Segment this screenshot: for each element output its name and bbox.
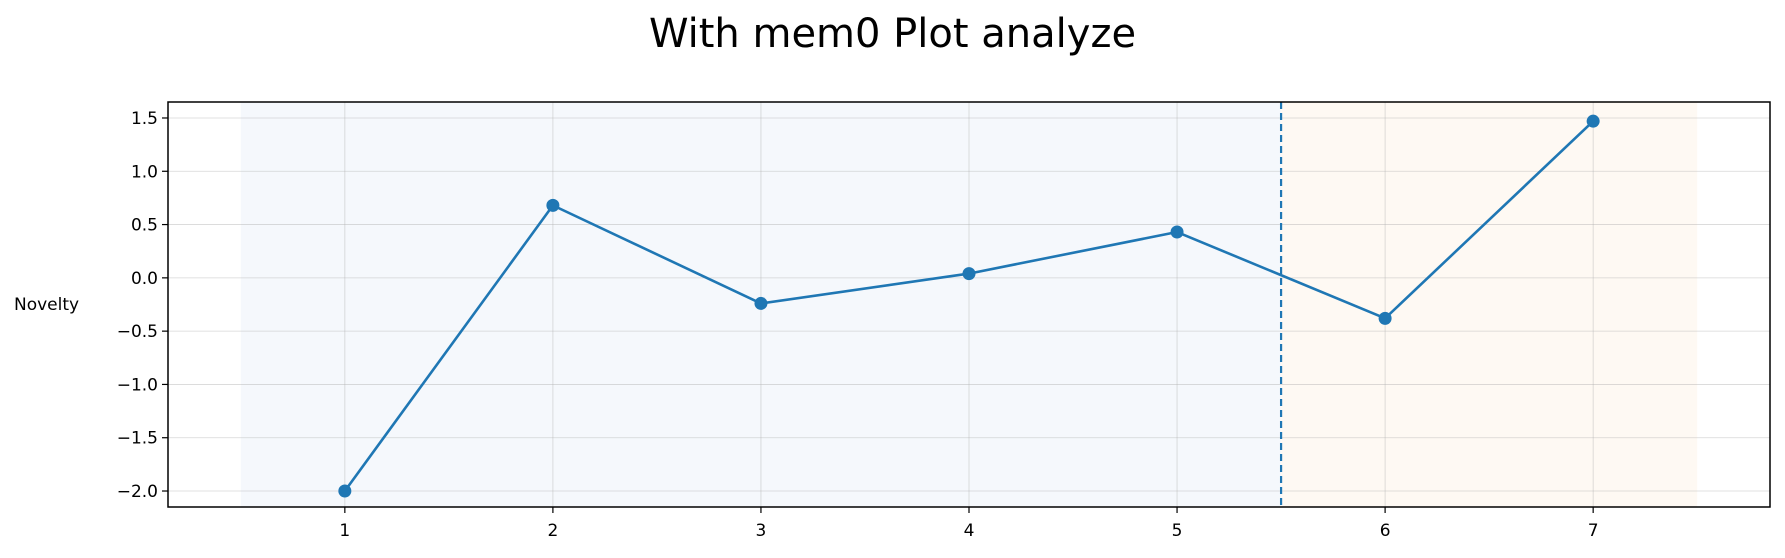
grid-lines <box>168 102 1770 507</box>
y-axis-label: Novelty <box>14 295 79 315</box>
x-tick-label: 2 <box>547 521 558 541</box>
data-point <box>754 296 768 310</box>
series-layer <box>338 114 1600 498</box>
y-tick-label: 1.0 <box>131 162 158 182</box>
data-point <box>1586 114 1600 128</box>
x-tick-label: 3 <box>756 521 767 541</box>
chart-title: With mem0 Plot analyze <box>648 11 1137 57</box>
x-tick-label: 6 <box>1380 521 1391 541</box>
y-tick-label: −1.5 <box>117 429 158 449</box>
data-point <box>1170 225 1184 239</box>
data-point <box>962 267 976 281</box>
y-tick-label: 0.0 <box>131 269 158 289</box>
y-tick-label: 1.5 <box>131 109 158 129</box>
data-point <box>338 484 352 498</box>
x-tick-label: 1 <box>339 521 350 541</box>
axis-ticks: 1 2 3 4 5 6 7 1.5 1.0 0.5 0.0 −0.5 −1.0 −1.5 −2.0 <box>117 109 1599 541</box>
y-tick-label: −2.0 <box>117 482 158 502</box>
data-point <box>1378 311 1392 325</box>
y-tick-label: −1.0 <box>117 375 158 395</box>
data-point <box>546 198 560 212</box>
y-tick-label: −0.5 <box>117 322 158 342</box>
x-tick-label: 4 <box>964 521 975 541</box>
y-tick-label: 0.5 <box>131 216 158 236</box>
shaded-region-2 <box>1281 102 1698 507</box>
x-tick-label: 5 <box>1172 521 1183 541</box>
x-tick-label: 7 <box>1588 521 1599 541</box>
